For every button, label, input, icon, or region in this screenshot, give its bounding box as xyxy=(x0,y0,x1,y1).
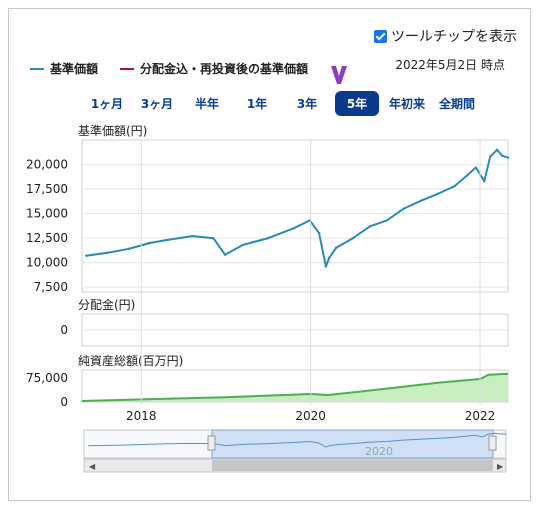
nav-data-point xyxy=(190,234,194,238)
nav-data-point xyxy=(495,148,499,152)
nav-y-tick-label: 20,000 xyxy=(26,158,68,172)
navigator-left-handle[interactable] xyxy=(207,435,216,451)
legend-swatch-reinvested xyxy=(120,67,135,70)
nav-y-tick-label: 17,500 xyxy=(26,182,68,196)
dist-panel-label: 分配金(円) xyxy=(78,298,136,312)
nav-data-point xyxy=(165,238,168,242)
scroll-right-icon[interactable]: ▶ xyxy=(497,462,504,471)
nav-data-point xyxy=(212,236,215,240)
checkmark-marker-icon xyxy=(331,66,347,84)
dist-panel: 0 xyxy=(60,313,509,347)
nav-data-point xyxy=(466,174,469,177)
nav-data-point xyxy=(419,199,422,202)
nav-data-point xyxy=(351,236,355,240)
x-axis: 2018 2020 2022 xyxy=(126,140,495,423)
range-5y[interactable]: 5年 xyxy=(335,91,379,116)
nav-data-point xyxy=(223,253,227,256)
legend-label-reinvested: 分配金込・再投資後の基準価額 xyxy=(140,62,309,76)
tooltip-label: ツールチップを表示 xyxy=(391,29,517,45)
tooltip-checkbox[interactable] xyxy=(374,29,387,43)
nav-data-point xyxy=(328,256,331,259)
nav-panel: 7,500 10,000 12,500 15,000 17,500 20,000 xyxy=(26,139,510,294)
nav-data-point xyxy=(334,246,338,250)
x-tick-label: 2022 xyxy=(465,409,496,423)
legend: 基準価額 分配金込・再投資後の基準価額 xyxy=(30,60,308,77)
range-3m[interactable]: 3ヶ月 xyxy=(140,97,174,111)
nav-data-point xyxy=(506,156,510,159)
nav-data-point xyxy=(127,247,130,251)
nav-data-point xyxy=(267,236,270,240)
chart-frame xyxy=(8,8,531,501)
x-tick-label: 2018 xyxy=(126,409,157,423)
as-of-date: 2022年5月2日 時点 xyxy=(395,58,505,72)
nav-plot-area xyxy=(81,139,509,293)
dist-y-tick-label: 0 xyxy=(60,323,68,337)
nav-data-point xyxy=(106,251,109,254)
nav-y-tick-label: 15,000 xyxy=(26,207,68,221)
nav-data-point xyxy=(489,155,492,158)
assets-area-fill xyxy=(82,373,508,402)
nav-series-line xyxy=(86,148,509,268)
assets-y-tick-label: 75,000 xyxy=(26,371,68,385)
assets-panel: 0 75,000 xyxy=(26,369,509,409)
navigator-label: 2020 xyxy=(365,445,393,458)
nav-data-point xyxy=(500,154,504,157)
legend-item-reinvested[interactable]: 分配金込・再投資後の基準価額 xyxy=(120,60,308,77)
nav-y-tick-label: 7,500 xyxy=(34,280,68,294)
nav-data-point xyxy=(453,184,456,188)
scrollbar-thumb[interactable] xyxy=(212,460,493,471)
navigator-right-handle[interactable] xyxy=(488,435,497,451)
legend-item-nav[interactable]: 基準価額 xyxy=(30,60,98,77)
navigator[interactable]: 2020 ◀ ▶ xyxy=(83,429,507,473)
nav-y-tick-label: 12,500 xyxy=(26,231,68,245)
nav-data-point xyxy=(402,207,406,210)
nav-data-point xyxy=(474,166,478,169)
nav-data-point xyxy=(317,231,321,235)
assets-panel-label: 純資産総額(百万円) xyxy=(78,354,184,368)
tooltip-toggle[interactable]: ツールチップを表示 xyxy=(374,26,517,46)
range-selector: 1ヶ月 3ヶ月 半年 1年 3年 5年 年初来 全期間 xyxy=(82,91,482,116)
nav-data-point xyxy=(385,219,389,222)
nav-y-tick-label: 10,000 xyxy=(26,256,68,270)
nav-data-point xyxy=(292,227,295,230)
x-tick-label: 2020 xyxy=(295,409,326,423)
nav-data-point xyxy=(324,265,328,268)
nav-data-point xyxy=(241,243,245,247)
legend-label-nav: 基準価額 xyxy=(50,62,99,76)
nav-data-point xyxy=(483,179,486,183)
assets-series-line xyxy=(81,372,509,402)
range-1y[interactable]: 1年 xyxy=(246,97,268,111)
range-1m[interactable]: 1ヶ月 xyxy=(90,97,124,111)
nav-data-point xyxy=(436,192,439,196)
range-6m[interactable]: 半年 xyxy=(194,97,219,111)
navigator-series-line xyxy=(88,432,507,448)
scroll-left-icon[interactable]: ◀ xyxy=(89,462,96,471)
range-all[interactable]: 全期間 xyxy=(438,97,475,111)
nav-panel-label: 基準価額(円) xyxy=(78,124,148,138)
nav-data-point xyxy=(148,241,151,245)
range-3y[interactable]: 3年 xyxy=(296,97,318,111)
legend-swatch-nav xyxy=(30,67,44,70)
assets-y-tick-label: 0 xyxy=(60,395,68,409)
nav-data-point xyxy=(368,225,372,228)
nav-data-point xyxy=(85,254,88,257)
range-ytd[interactable]: 年初来 xyxy=(388,97,425,111)
